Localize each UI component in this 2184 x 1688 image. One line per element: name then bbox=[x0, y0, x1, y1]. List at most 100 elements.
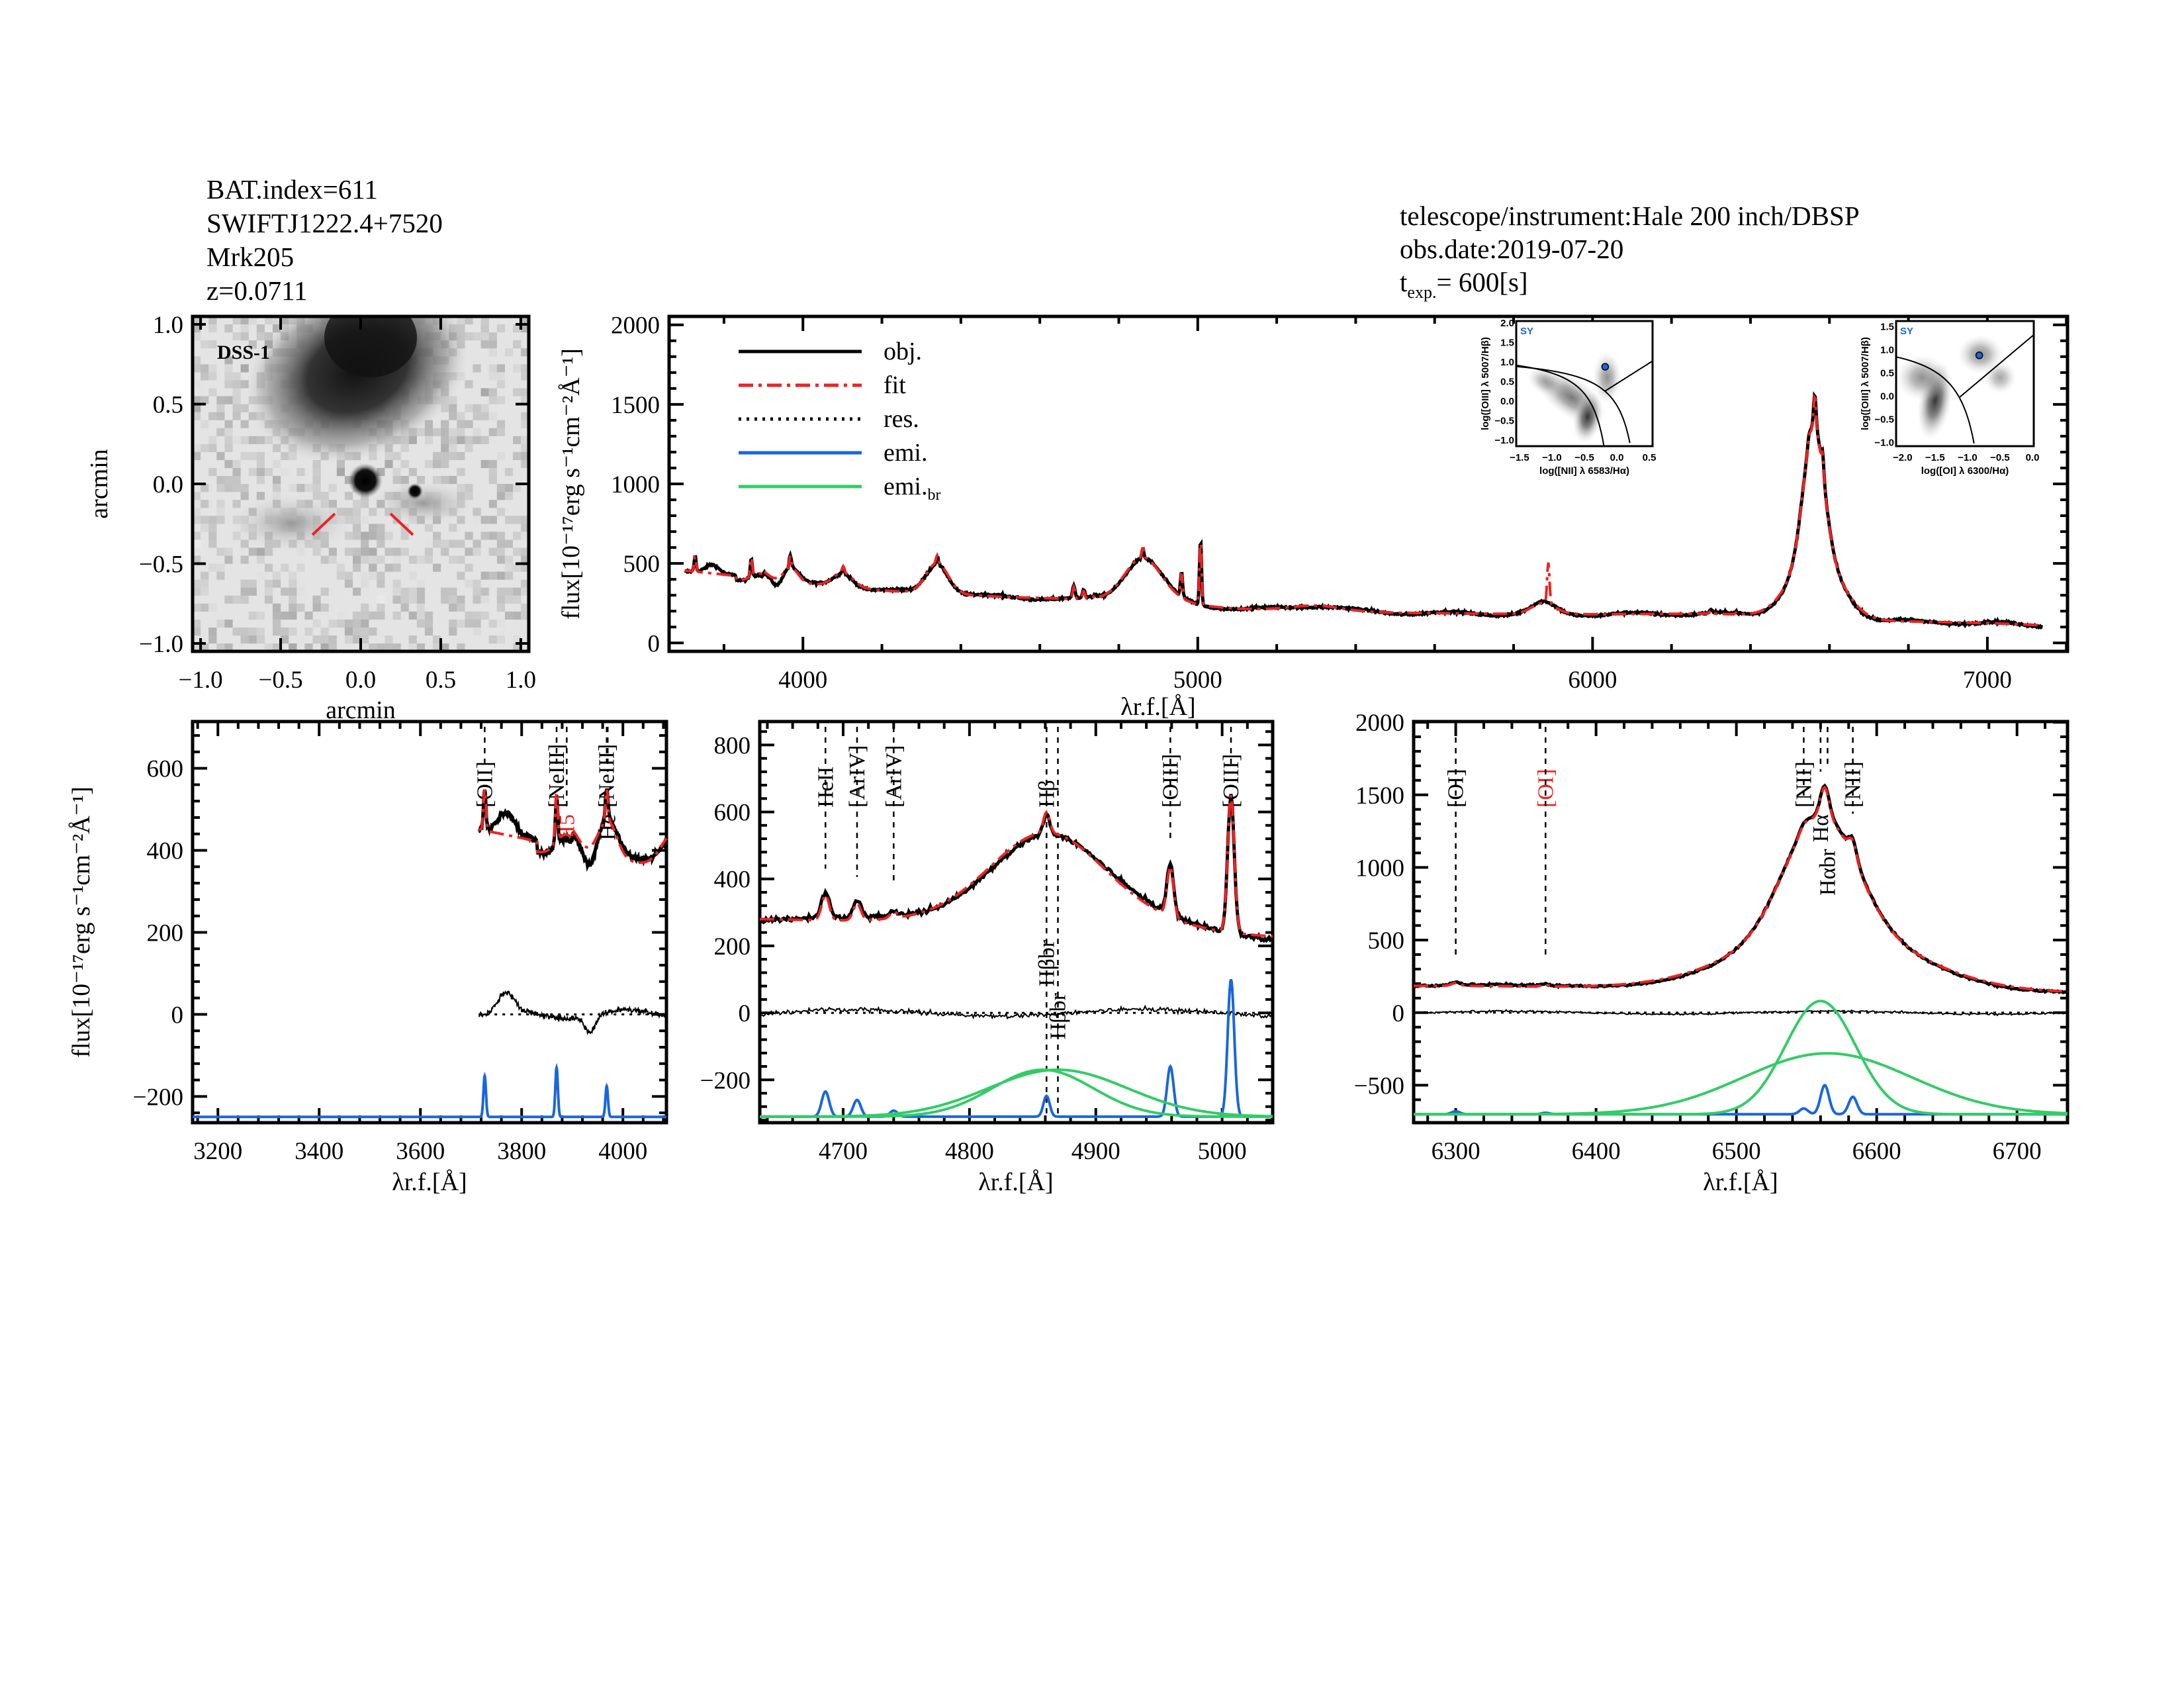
image-pixel bbox=[232, 484, 241, 492]
image-pixel bbox=[256, 459, 265, 469]
image-pixel bbox=[193, 356, 201, 365]
x-tick-label: −0.5 bbox=[258, 667, 302, 694]
image-pixel bbox=[416, 643, 425, 651]
density-contour bbox=[1983, 361, 2017, 395]
x-tick-label: 1.0 bbox=[506, 667, 536, 694]
image-pixel bbox=[289, 603, 297, 612]
image-pixel bbox=[296, 563, 305, 572]
y-tick-label: −1.0 bbox=[1874, 437, 1894, 448]
image-pixel bbox=[224, 643, 233, 651]
image-pixel bbox=[328, 555, 337, 564]
image-pixel bbox=[296, 635, 305, 644]
y-tick-label: 1.0 bbox=[1500, 357, 1514, 368]
y-tick-label: 0.5 bbox=[1880, 367, 1894, 379]
x-tick-label: 0.5 bbox=[426, 667, 456, 694]
image-pixel bbox=[496, 492, 505, 500]
image-pixel bbox=[369, 547, 377, 556]
image-pixel bbox=[496, 555, 505, 564]
image-pixel bbox=[264, 587, 273, 596]
image-pixel bbox=[312, 619, 321, 628]
image-pixel bbox=[441, 436, 449, 444]
image-pixel bbox=[312, 635, 321, 644]
image-pixel bbox=[361, 635, 369, 644]
image-pixel bbox=[216, 412, 225, 420]
image-pixel bbox=[216, 619, 225, 628]
image-pixel bbox=[504, 555, 514, 564]
image-pixel bbox=[312, 476, 321, 485]
image-pixel bbox=[232, 476, 241, 485]
image-pixel bbox=[208, 324, 217, 333]
image-pixel bbox=[521, 324, 529, 333]
image-pixel bbox=[449, 451, 457, 461]
image-pixel bbox=[377, 611, 385, 620]
image-pixel bbox=[361, 619, 369, 628]
image-pixel bbox=[248, 451, 257, 461]
y-tick-label: 0.0 bbox=[1500, 396, 1514, 407]
y-tick-label: 200 bbox=[714, 933, 751, 961]
obs-date: obs.date:2019-07-20 bbox=[1400, 234, 1623, 264]
image-pixel bbox=[361, 643, 369, 651]
image-pixel bbox=[353, 508, 361, 516]
y-tick-label: −0.5 bbox=[1494, 416, 1514, 427]
image-pixel bbox=[248, 579, 257, 588]
image-pixel bbox=[224, 555, 233, 564]
image-pixel bbox=[465, 404, 473, 412]
y-tick-label: 800 bbox=[714, 732, 751, 759]
oii-frame bbox=[191, 720, 668, 1125]
image-pixel bbox=[353, 635, 361, 644]
y-tick-label: 1.0 bbox=[1880, 344, 1894, 355]
image-pixel bbox=[385, 635, 393, 644]
image-pixel bbox=[248, 635, 257, 644]
image-pixel bbox=[232, 595, 241, 604]
image-pixel bbox=[232, 459, 241, 469]
image-pixel bbox=[289, 587, 297, 596]
image-pixel bbox=[496, 539, 505, 548]
image-pixel bbox=[224, 595, 233, 604]
image-pixel bbox=[473, 587, 481, 596]
image-pixel bbox=[240, 324, 249, 333]
image-pixel bbox=[296, 467, 305, 477]
emi-narrow-line bbox=[193, 1062, 666, 1119]
image-pixel bbox=[457, 539, 465, 548]
image-pixel bbox=[473, 611, 481, 620]
demarcation-line bbox=[1959, 334, 2034, 398]
image-pixel bbox=[488, 476, 497, 485]
image-pixel bbox=[240, 595, 249, 604]
x-tick-label: 5000 bbox=[1198, 1138, 1247, 1165]
image-pixel bbox=[256, 627, 265, 636]
image-pixel bbox=[449, 476, 457, 485]
emi-narrow-line bbox=[760, 978, 1273, 1118]
image-pixel bbox=[377, 555, 385, 564]
y-tick-label: −200 bbox=[700, 1067, 751, 1094]
oii-ylabel: flux[10⁻¹⁷erg s⁻¹cm⁻²Å⁻¹] bbox=[68, 786, 95, 1058]
image-pixel bbox=[208, 444, 217, 452]
x-tick-label: 7000 bbox=[1963, 667, 2012, 694]
image-pixel bbox=[208, 563, 217, 572]
image-pixel bbox=[193, 579, 201, 588]
image-pixel bbox=[433, 643, 441, 651]
image-pixel bbox=[504, 563, 514, 572]
emi-broad-line bbox=[760, 1068, 1273, 1118]
image-pixel bbox=[488, 532, 497, 540]
image-pixel bbox=[377, 571, 385, 580]
image-pixel bbox=[416, 595, 425, 604]
image-pixel bbox=[496, 619, 505, 628]
image-pixel bbox=[256, 451, 265, 461]
image-pixel bbox=[488, 459, 497, 469]
y-tick-label: 0.5 bbox=[1500, 377, 1514, 388]
image-pixel bbox=[513, 635, 522, 644]
texp-sub: exp. bbox=[1407, 283, 1436, 302]
x-tick-label: 6000 bbox=[1568, 667, 1617, 694]
image-pixel bbox=[224, 428, 233, 436]
image-pixel bbox=[224, 444, 233, 452]
image-pixel bbox=[473, 436, 481, 444]
image-pixel bbox=[248, 467, 257, 477]
x-tick-label: 6400 bbox=[1572, 1138, 1621, 1165]
image-pixel bbox=[353, 611, 361, 620]
image-pixel bbox=[312, 603, 321, 612]
x-tick-label: 6500 bbox=[1712, 1138, 1761, 1165]
image-pixel bbox=[473, 539, 481, 548]
image-pixel bbox=[480, 340, 489, 349]
line-label: Hαbr bbox=[1815, 849, 1840, 896]
